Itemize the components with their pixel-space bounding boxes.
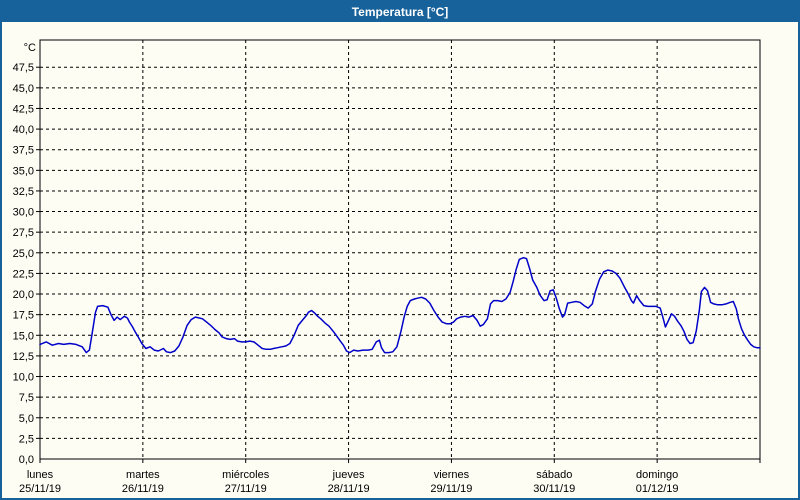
x-axis-date-label: 26/11/19 [122, 483, 164, 495]
chart-canvas: 0,0 2,5 5,0 7,5 10,0 12,5 15,0 17,5 20,0 22,5 25,0… [13, 39, 761, 495]
y-axis-tick-label: 47,5 [13, 62, 34, 74]
x-axis-date-label: 30/11/19 [533, 483, 575, 495]
y-axis-tick-label: 32,5 [13, 186, 34, 198]
window-titlebar: Temperatura [°C] [2, 2, 798, 22]
y-axis-tick-label: 25,0 [13, 248, 34, 260]
temperature-chart: 0,0 2,5 5,0 7,5 10,0 12,5 15,0 17,5 20,0 22,5 25,0… [2, 22, 798, 498]
y-axis-tick-label: 5,0 [19, 413, 34, 425]
y-axis-tick-label: 0,0 [19, 454, 34, 466]
x-axis-date-label: 25/11/19 [19, 483, 61, 495]
y-axis-tick-label: 15,0 [13, 330, 34, 342]
x-axis-day-label: jueves [332, 469, 365, 481]
y-axis-tick-label: 27,5 [13, 227, 34, 239]
temperature-line [39, 256, 761, 354]
x-axis-day-label: miércoles [222, 469, 270, 481]
plot-frame [39, 39, 761, 460]
y-axis-tick-label: 30,0 [13, 207, 34, 219]
y-axis-unit-label: °C [24, 42, 36, 54]
x-axis-date-label: 28/11/19 [328, 483, 370, 495]
window-title: Temperatura [°C] [351, 5, 449, 19]
y-axis-tick-label: 45,0 [13, 83, 34, 95]
x-axis-date-label: 29/11/19 [430, 483, 472, 495]
y-axis-tick-label: 10,0 [13, 372, 34, 384]
y-axis-tick-label: 35,0 [13, 165, 34, 177]
y-axis-tick-label: 40,0 [13, 124, 34, 136]
x-axis-day-label: domingo [636, 469, 678, 481]
x-axis-day-label: lunes [27, 469, 54, 481]
y-axis-tick-label: 42,5 [13, 103, 34, 115]
x-axis-day-label: viernes [434, 469, 470, 481]
y-axis-tick-label: 17,5 [13, 310, 34, 322]
y-axis-tick-label: 37,5 [13, 145, 34, 157]
x-axis-day-label: sábado [536, 469, 572, 481]
x-axis-day-label: martes [126, 469, 160, 481]
x-axis-date-label: 01/12/19 [636, 483, 679, 495]
y-axis-tick-label: 2,5 [19, 433, 34, 445]
y-axis-tick-label: 12,5 [13, 351, 34, 363]
y-axis-tick-label: 22,5 [13, 268, 34, 280]
y-axis-tick-label: 7,5 [19, 392, 34, 404]
y-axis-tick-label: 20,0 [13, 289, 34, 301]
x-axis-date-label: 27/11/19 [225, 483, 267, 495]
